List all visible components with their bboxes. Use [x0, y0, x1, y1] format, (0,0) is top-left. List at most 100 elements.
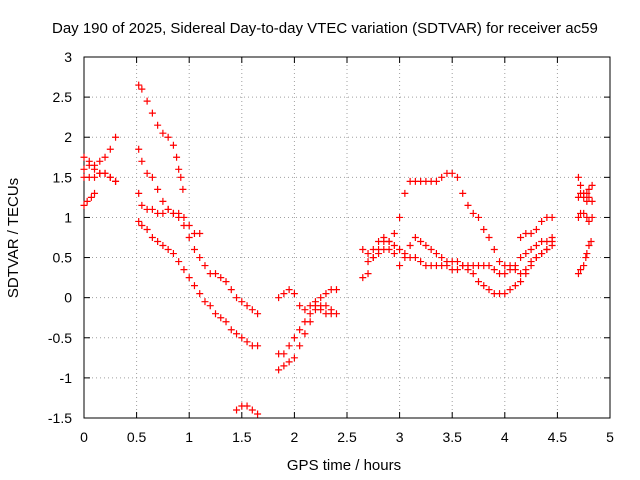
data-point — [217, 274, 225, 282]
data-point — [311, 298, 319, 306]
y-tick-label: -1.5 — [48, 410, 72, 426]
data-point — [290, 334, 298, 342]
data-point — [285, 358, 293, 366]
data-point — [248, 306, 256, 314]
data-point — [390, 242, 398, 250]
data-point — [83, 197, 91, 205]
data-point — [438, 254, 446, 262]
data-point — [369, 254, 377, 262]
data-point — [583, 250, 591, 258]
data-point — [490, 246, 498, 254]
data-point — [588, 181, 596, 189]
data-point — [480, 282, 488, 290]
data-point — [438, 173, 446, 181]
data-point — [285, 342, 293, 350]
data-point — [485, 262, 493, 270]
data-point — [585, 217, 593, 225]
data-point — [580, 262, 588, 270]
x-tick-label: 2 — [291, 429, 299, 445]
data-point — [164, 205, 172, 213]
data-point — [138, 201, 146, 209]
data-point — [143, 97, 151, 105]
data-point — [296, 326, 304, 334]
data-point — [327, 310, 335, 318]
data-point — [135, 189, 143, 197]
data-point — [527, 246, 535, 254]
data-point — [359, 274, 367, 282]
data-point — [422, 242, 430, 250]
series-arc-f — [135, 145, 262, 318]
data-point — [506, 266, 514, 274]
data-point — [80, 153, 88, 161]
data-point — [469, 270, 477, 278]
data-point — [154, 185, 162, 193]
data-point — [480, 225, 488, 233]
data-point — [159, 209, 167, 217]
series-arc-o — [364, 234, 556, 298]
data-point — [532, 254, 540, 262]
data-point — [290, 354, 298, 362]
data-point — [411, 254, 419, 262]
y-tick-label: 0.5 — [53, 250, 73, 266]
data-point — [169, 250, 177, 258]
data-point — [485, 286, 493, 294]
data-point — [517, 254, 525, 262]
data-point — [290, 290, 298, 298]
data-point — [159, 242, 167, 250]
data-point — [238, 298, 246, 306]
y-tick-label: 3 — [64, 49, 72, 65]
data-point — [138, 85, 146, 93]
data-point — [148, 234, 156, 241]
data-point — [417, 238, 425, 246]
data-point — [87, 193, 95, 201]
data-point — [548, 213, 556, 221]
data-point — [317, 294, 325, 302]
x-tick-label: 2.5 — [337, 429, 357, 445]
y-tick-label: 0 — [64, 290, 72, 306]
data-point — [585, 193, 593, 201]
data-point — [322, 302, 330, 310]
data-point — [185, 274, 193, 282]
data-point — [106, 145, 114, 153]
data-point — [143, 169, 151, 177]
series-arc-b — [80, 133, 120, 173]
data-point — [275, 294, 283, 302]
data-point — [185, 221, 193, 229]
x-tick-label: 4.5 — [548, 429, 568, 445]
data-point — [396, 213, 404, 221]
data-point — [332, 286, 340, 294]
data-point — [501, 290, 509, 298]
data-point — [577, 181, 585, 189]
data-point — [501, 270, 509, 278]
series-arc-h — [135, 217, 262, 350]
data-point — [138, 221, 146, 229]
data-point — [91, 173, 99, 181]
data-point — [375, 238, 383, 246]
data-point — [453, 258, 461, 266]
data-point — [148, 109, 156, 117]
data-point — [96, 157, 104, 165]
data-point — [180, 266, 188, 274]
y-tick-label: 2.5 — [53, 89, 73, 105]
data-point — [138, 157, 146, 165]
data-point — [185, 234, 193, 241]
data-point — [301, 330, 309, 338]
data-point — [135, 217, 143, 225]
data-point — [222, 278, 230, 286]
data-point — [190, 246, 198, 254]
x-tick-label: 4 — [501, 429, 509, 445]
data-point — [582, 254, 590, 262]
data-point — [112, 133, 120, 141]
data-point — [390, 250, 398, 258]
data-point — [464, 266, 472, 274]
data-point — [201, 262, 209, 270]
data-point — [517, 234, 525, 241]
data-point — [538, 250, 546, 258]
data-point — [574, 173, 582, 181]
data-point — [80, 165, 88, 173]
data-point — [196, 254, 204, 262]
data-point — [432, 177, 440, 185]
data-point — [280, 290, 288, 298]
data-point — [164, 246, 172, 254]
data-point — [453, 266, 461, 274]
